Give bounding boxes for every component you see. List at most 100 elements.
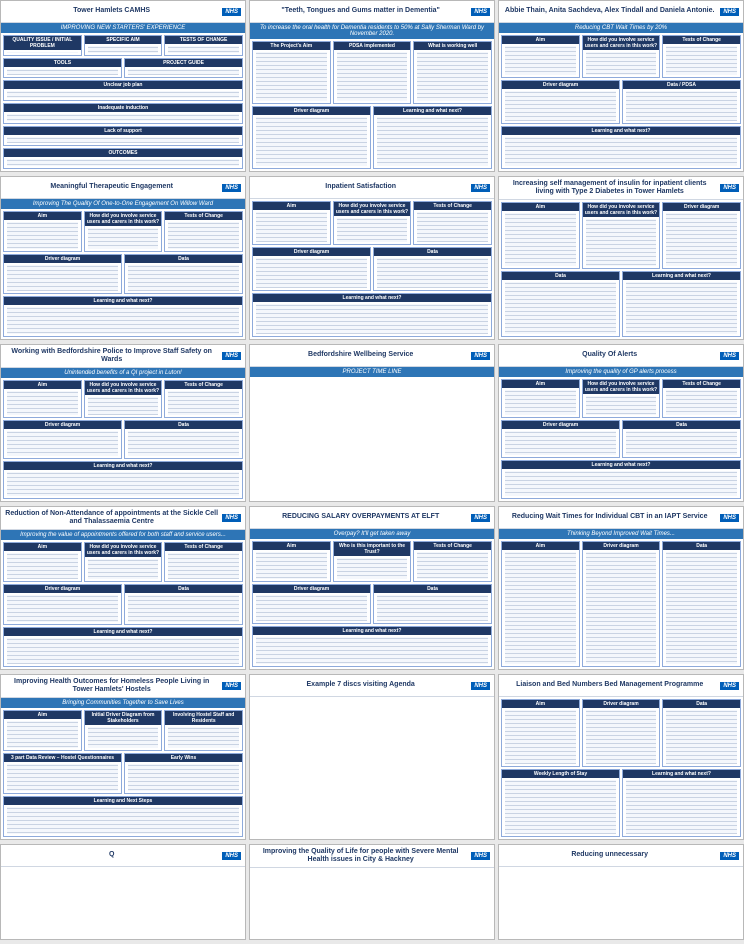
poster-body — [250, 868, 494, 939]
section-header: Driver diagram — [582, 700, 660, 708]
nhs-logo: NHS — [720, 681, 739, 690]
section-text — [4, 636, 242, 666]
section-header: Learning and what next? — [253, 294, 491, 302]
section-header: Early Wins — [124, 754, 242, 763]
section-text — [253, 256, 370, 290]
poster-header: Improving Health Outcomes for Homeless P… — [1, 675, 245, 699]
poster-title: Improving the Quality of Life for people… — [262, 848, 459, 864]
poster-header: Reducing unnecessary NHS — [499, 845, 743, 867]
section-header: Learning and what next? — [502, 461, 740, 470]
section-text — [4, 220, 81, 251]
section-header: Driver diagram — [582, 542, 660, 550]
poster-section: Data — [662, 541, 741, 667]
poster-section: Unclear job plan — [3, 80, 243, 101]
poster: Improving Health Outcomes for Homeless P… — [0, 674, 246, 840]
section-header: Tests of Change — [663, 36, 740, 44]
section-header: Aim — [502, 203, 579, 212]
section-text — [502, 388, 579, 417]
section-text — [4, 157, 242, 168]
poster-title: Bedfordshire Wellbeing Service — [308, 351, 414, 359]
section-header: Data — [663, 542, 740, 550]
nhs-logo: NHS — [471, 852, 490, 861]
poster-body: Aim Driver diagram Data — [499, 539, 743, 669]
poster-section: How did you involve service users and ca… — [83, 211, 163, 252]
nhs-logo: NHS — [720, 351, 739, 360]
nhs-logo: NHS — [222, 7, 241, 16]
poster: Q NHS — [0, 844, 246, 940]
poster-body: Aim How did you involve service users and… — [250, 199, 494, 339]
section-header: Data — [502, 271, 619, 280]
poster-section: Data — [662, 699, 741, 767]
section-text — [663, 550, 740, 666]
section-header: Aim — [502, 700, 579, 708]
section-text — [374, 256, 491, 290]
section-text — [125, 67, 242, 78]
section-header: Data — [622, 420, 740, 429]
section-header: Data — [663, 700, 740, 708]
poster-section: Tests of Change — [662, 35, 741, 79]
poster-section: Aim — [501, 541, 580, 667]
section-header: Aim — [4, 543, 81, 552]
poster-subtitle: To increase the oral health for Dementia… — [250, 23, 494, 39]
poster-body: Aim How did you involve service users and… — [1, 209, 245, 339]
poster-section: Driver diagram — [252, 583, 371, 625]
section-text — [85, 395, 162, 417]
section-header: Learning and what next? — [622, 271, 740, 280]
section-header: TESTS OF CHANGE — [165, 36, 242, 44]
poster-section: How did you involve service users and ca… — [83, 542, 163, 583]
section-text — [4, 67, 121, 78]
section-header: Driver diagram — [253, 107, 370, 115]
poster-section: Initial Driver Diagram from Stakeholders — [83, 710, 163, 752]
poster-title: Example 7 discs visiting Agenda — [306, 681, 415, 689]
section-header: Aim — [502, 36, 579, 44]
poster-body: Aim Initial Driver Diagram from Stakehold… — [1, 708, 245, 839]
section-header: Driver diagram — [502, 420, 619, 429]
section-header: Inadequate induction — [4, 103, 242, 112]
section-header: Involving Hostel Staff and Residents — [165, 711, 242, 726]
poster-section: Learning and what next? — [3, 626, 243, 667]
poster-section: Tests of Change — [164, 380, 243, 419]
section-header: Tests of Change — [165, 543, 242, 552]
section-header: The Project's Aim — [253, 42, 330, 50]
poster: Liaison and Bed Numbers Bed Management P… — [498, 674, 744, 840]
nhs-logo: NHS — [222, 352, 241, 361]
section-header: Learning and what next? — [4, 461, 242, 470]
section-header: Data — [124, 254, 242, 263]
poster-body: Aim How did you involve service users and… — [1, 540, 245, 669]
poster: Working with Bedfordshire Police to Impr… — [0, 344, 246, 502]
nhs-logo: NHS — [222, 183, 241, 192]
poster-subtitle: Improving The Quality Of One-to-One Enga… — [1, 199, 245, 209]
section-header: Tests of Change — [414, 542, 491, 550]
poster-header: Improving the Quality of Life for people… — [250, 845, 494, 869]
section-text — [165, 551, 242, 581]
section-header: Tests of Change — [663, 380, 740, 388]
poster-title: Q — [108, 851, 115, 859]
poster-section: Aim — [3, 710, 82, 752]
poster-section: Learning and what next? — [501, 460, 741, 499]
poster-section: Tests of Change — [164, 542, 243, 583]
poster-subtitle: Bringing Communities Together to Save Li… — [1, 698, 245, 709]
section-header: Driver diagram — [253, 248, 370, 256]
poster-header: Liaison and Bed Numbers Bed Management P… — [499, 675, 743, 697]
section-text — [253, 550, 330, 581]
section-header: Tests of Change — [414, 202, 491, 210]
poster-section: Lack of support — [3, 125, 243, 147]
section-header: Data — [124, 585, 242, 594]
section-text — [253, 593, 370, 624]
poster-header: Reducing Wait Times for Individual CBT i… — [499, 507, 743, 529]
section-text — [334, 216, 411, 244]
poster-section: How did you involve service users and ca… — [83, 380, 163, 419]
poster-title: Tower Hamlets CAMHS — [73, 7, 151, 15]
poster-header: Reduction of Non-Attendance of appointme… — [1, 507, 245, 531]
poster-title: Increasing self management of insulin fo… — [512, 180, 707, 196]
poster-section: Learning and what next? — [252, 293, 492, 337]
nhs-logo: NHS — [222, 851, 241, 860]
poster-body: Aim How did you involve service users and… — [499, 33, 743, 171]
poster-header: Abbie Thain, Anita Sachdeva, Alex Tindal… — [499, 1, 743, 23]
section-header: Weekly Length of Stay — [502, 770, 619, 778]
poster-section: Aim — [3, 542, 82, 583]
poster-section: Early Wins — [123, 753, 243, 795]
section-text — [414, 50, 491, 103]
section-text — [663, 708, 740, 766]
poster-section: Tests of Change — [413, 201, 492, 245]
